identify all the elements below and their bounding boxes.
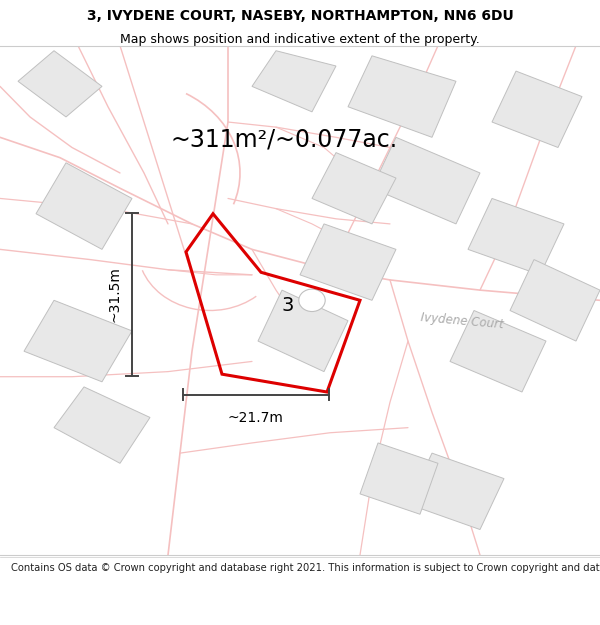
Polygon shape [510,259,600,341]
Text: 3, IVYDENE COURT, NASEBY, NORTHAMPTON, NN6 6DU: 3, IVYDENE COURT, NASEBY, NORTHAMPTON, N… [86,9,514,23]
Text: ~21.7m: ~21.7m [228,411,284,425]
Text: ~311m²/~0.077ac.: ~311m²/~0.077ac. [171,128,398,152]
Polygon shape [360,443,438,514]
Polygon shape [24,300,132,382]
Polygon shape [54,387,150,463]
Text: Map shows position and indicative extent of the property.: Map shows position and indicative extent… [120,33,480,46]
Polygon shape [312,152,396,224]
Circle shape [299,289,325,311]
Polygon shape [492,71,582,148]
Polygon shape [36,162,132,249]
Polygon shape [252,51,336,112]
Text: Contains OS data © Crown copyright and database right 2021. This information is : Contains OS data © Crown copyright and d… [11,563,600,573]
Text: 3: 3 [282,296,294,315]
Text: Ivydene Court: Ivydene Court [420,311,504,331]
Polygon shape [372,138,480,224]
Polygon shape [348,56,456,138]
Polygon shape [408,453,504,529]
Text: ~31.5m: ~31.5m [107,266,121,322]
Polygon shape [300,224,396,300]
Polygon shape [450,311,546,392]
Polygon shape [18,51,102,117]
Polygon shape [258,290,348,372]
Polygon shape [468,199,564,275]
